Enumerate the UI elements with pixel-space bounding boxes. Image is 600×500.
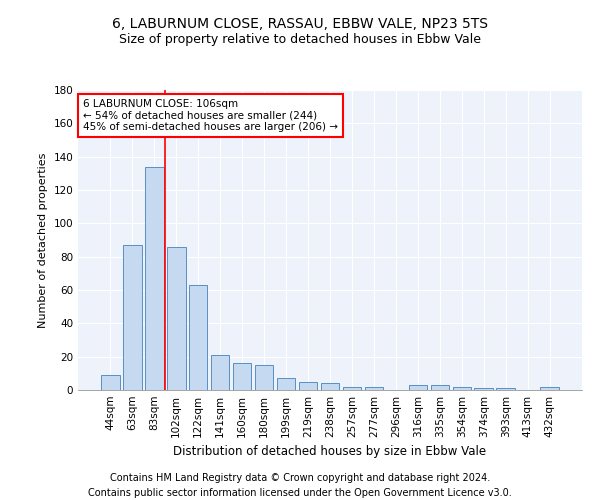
Text: Size of property relative to detached houses in Ebbw Vale: Size of property relative to detached ho… xyxy=(119,32,481,46)
Bar xyxy=(343,386,361,390)
Bar xyxy=(145,166,164,390)
Bar xyxy=(277,378,295,390)
Bar xyxy=(189,285,208,390)
Bar xyxy=(496,388,515,390)
Bar xyxy=(452,386,471,390)
Bar xyxy=(101,375,119,390)
Text: Contains HM Land Registry data © Crown copyright and database right 2024.
Contai: Contains HM Land Registry data © Crown c… xyxy=(88,472,512,498)
Bar xyxy=(299,382,317,390)
Bar xyxy=(233,364,251,390)
Y-axis label: Number of detached properties: Number of detached properties xyxy=(38,152,48,328)
Bar xyxy=(211,355,229,390)
Bar xyxy=(431,385,449,390)
Bar xyxy=(475,388,493,390)
Bar xyxy=(320,384,340,390)
Bar xyxy=(167,246,185,390)
Bar xyxy=(409,385,427,390)
Text: 6, LABURNUM CLOSE, RASSAU, EBBW VALE, NP23 5TS: 6, LABURNUM CLOSE, RASSAU, EBBW VALE, NP… xyxy=(112,18,488,32)
Text: 6 LABURNUM CLOSE: 106sqm
← 54% of detached houses are smaller (244)
45% of semi-: 6 LABURNUM CLOSE: 106sqm ← 54% of detach… xyxy=(83,99,338,132)
Bar xyxy=(255,365,274,390)
Bar xyxy=(541,386,559,390)
Bar xyxy=(365,386,383,390)
Bar xyxy=(123,245,142,390)
X-axis label: Distribution of detached houses by size in Ebbw Vale: Distribution of detached houses by size … xyxy=(173,446,487,458)
